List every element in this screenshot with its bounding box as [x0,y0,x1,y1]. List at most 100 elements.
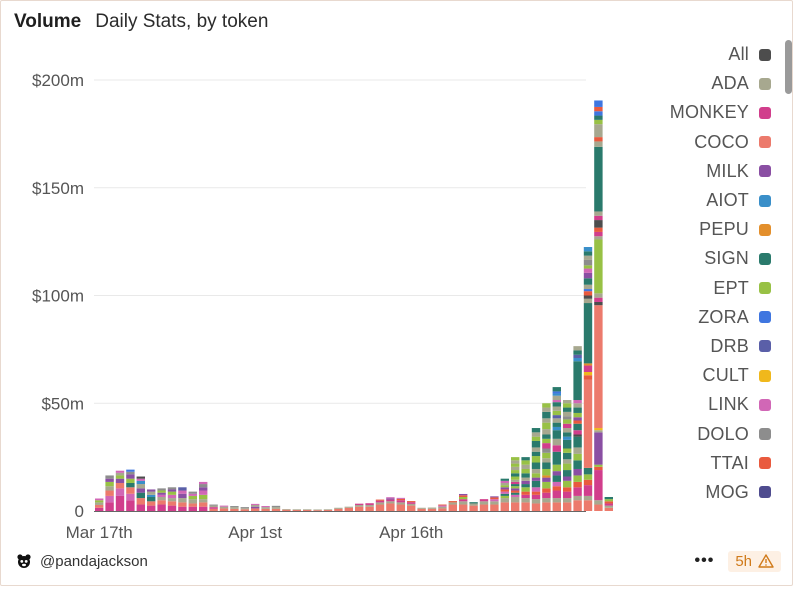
bar-segment-sign [563,452,572,460]
legend-item-mog[interactable]: MOG [631,478,771,507]
bar-segment-ept [531,473,541,478]
legend-item-drb[interactable]: DRB [631,332,771,361]
bar-segment-ada [531,447,541,452]
legend-item-dolo[interactable]: DOLO [631,419,771,448]
bar-segment-ttai [407,501,416,503]
bar-segment-ttai [573,420,582,424]
bar-segment-ept [115,475,125,479]
bar-segment-ada [417,507,426,509]
legend-item-all[interactable]: All [631,40,771,69]
legend-item-coco[interactable]: COCO [631,128,771,157]
bar-segment-ada [573,403,582,408]
bar-segment-dolo [105,475,114,479]
bar-segment-coco [126,487,135,494]
legend-item-monkey[interactable]: MONKEY [631,98,771,127]
bar-segment-all [583,295,593,299]
bar-segment-ada [188,499,197,504]
bar-segment-ada [178,498,187,503]
bar-segment-aiot [552,426,561,431]
bar-segment-link [490,499,499,502]
bar-segment-dolo [157,488,166,491]
legend-item-pepu[interactable]: PEPU [631,215,771,244]
bar-segment-milk [521,480,530,485]
bar-segment-sign [563,470,572,477]
bar-segment-ept [563,480,572,488]
bar-segment-milk [126,474,135,479]
legend-item-zora[interactable]: ZORA [631,303,771,332]
legend-item-link[interactable]: LINK [631,390,771,419]
bar-segment-ada [490,501,499,505]
bar-segment-ada [282,509,291,510]
bar-segment-ada [604,505,613,508]
bar-segment-monkey [552,445,561,452]
bar-segment-zora [552,391,561,394]
legend-swatch [759,398,771,411]
x-tick-label: Apr 16th [379,523,443,542]
bar-segment-coco [490,504,499,511]
bar-segment-sign [563,432,572,437]
bar-segment-monkey [594,297,603,302]
bar-segment-sign [573,407,582,413]
bar-segment-link [386,497,395,499]
bar-segment-pepu [583,363,593,366]
bar-segment-ttai [563,487,572,492]
legend-item-aiot[interactable]: AIOT [631,186,771,215]
bar-segment-monkey [573,430,582,435]
bar-segment-link [511,494,520,497]
bar-segment-monkey [552,490,561,499]
legend-item-milk[interactable]: MILK [631,157,771,186]
bar-segment-dolo [271,505,281,508]
y-tick-label: $150m [32,179,84,198]
bar-segment-sign [563,439,572,449]
legend-item-cult[interactable]: CULT [631,361,771,390]
bar-segment-ada [209,505,218,508]
legend-label: MILK [706,160,749,181]
bar-segment-dolo [542,448,551,453]
legend-scrollbar[interactable] [785,40,792,94]
warning-icon [758,554,774,568]
author-link[interactable]: @pandajackson [16,553,148,570]
more-options-button[interactable]: ••• [694,552,715,569]
bar-segment-link [136,478,145,481]
bar-segment-coco [365,506,374,511]
bar-segment-ada [563,498,572,503]
bar-segment-zora [126,469,135,472]
bar-segment-link [251,503,260,505]
bar-segment-sign [521,473,530,478]
bar-segment-ada [511,460,520,464]
legend-item-ept[interactable]: EPT [631,274,771,303]
bar-segment-coco [407,505,416,511]
bar-segment-link [219,505,229,507]
legend-item-sign[interactable]: SIGN [631,244,771,273]
bar-segment-ada [531,432,541,437]
bar-segment-sign [594,146,603,212]
bar-segment-ada [344,506,353,508]
bar-segment-ada [199,499,208,503]
bar-segment-coco [594,504,603,511]
bar-segment-ada [583,495,593,501]
bar-segment-milk [178,493,187,499]
legend-label: AIOT [706,190,749,211]
bar-segment-sign [552,475,561,482]
bar-segment-ept [95,500,104,503]
legend-item-ttai[interactable]: TTAI [631,449,771,478]
legend-item-ada[interactable]: ADA [631,69,771,98]
legend-swatch [759,340,771,353]
bar-segment-coco [573,500,582,511]
bar-segment-ept [563,419,572,424]
bar-segment-ada [303,509,312,510]
bar-segment-sign [500,493,509,496]
bar-segment-sign [126,482,135,488]
bar-segment-sign [531,451,541,457]
bar-segment-ada [573,495,582,501]
panda-icon [17,554,31,568]
bar-segment-sign [521,457,530,461]
bar-segment-ada [147,491,156,495]
bar-segment-ttai [594,227,603,232]
bar-segment-ept [521,487,530,492]
bar-segment-ada [230,507,239,509]
bar-segment-sign [552,430,561,439]
bar-segment-milk [386,498,395,500]
refresh-age-badge[interactable]: 5h [728,550,781,572]
bar-segment-ttai [573,481,582,488]
